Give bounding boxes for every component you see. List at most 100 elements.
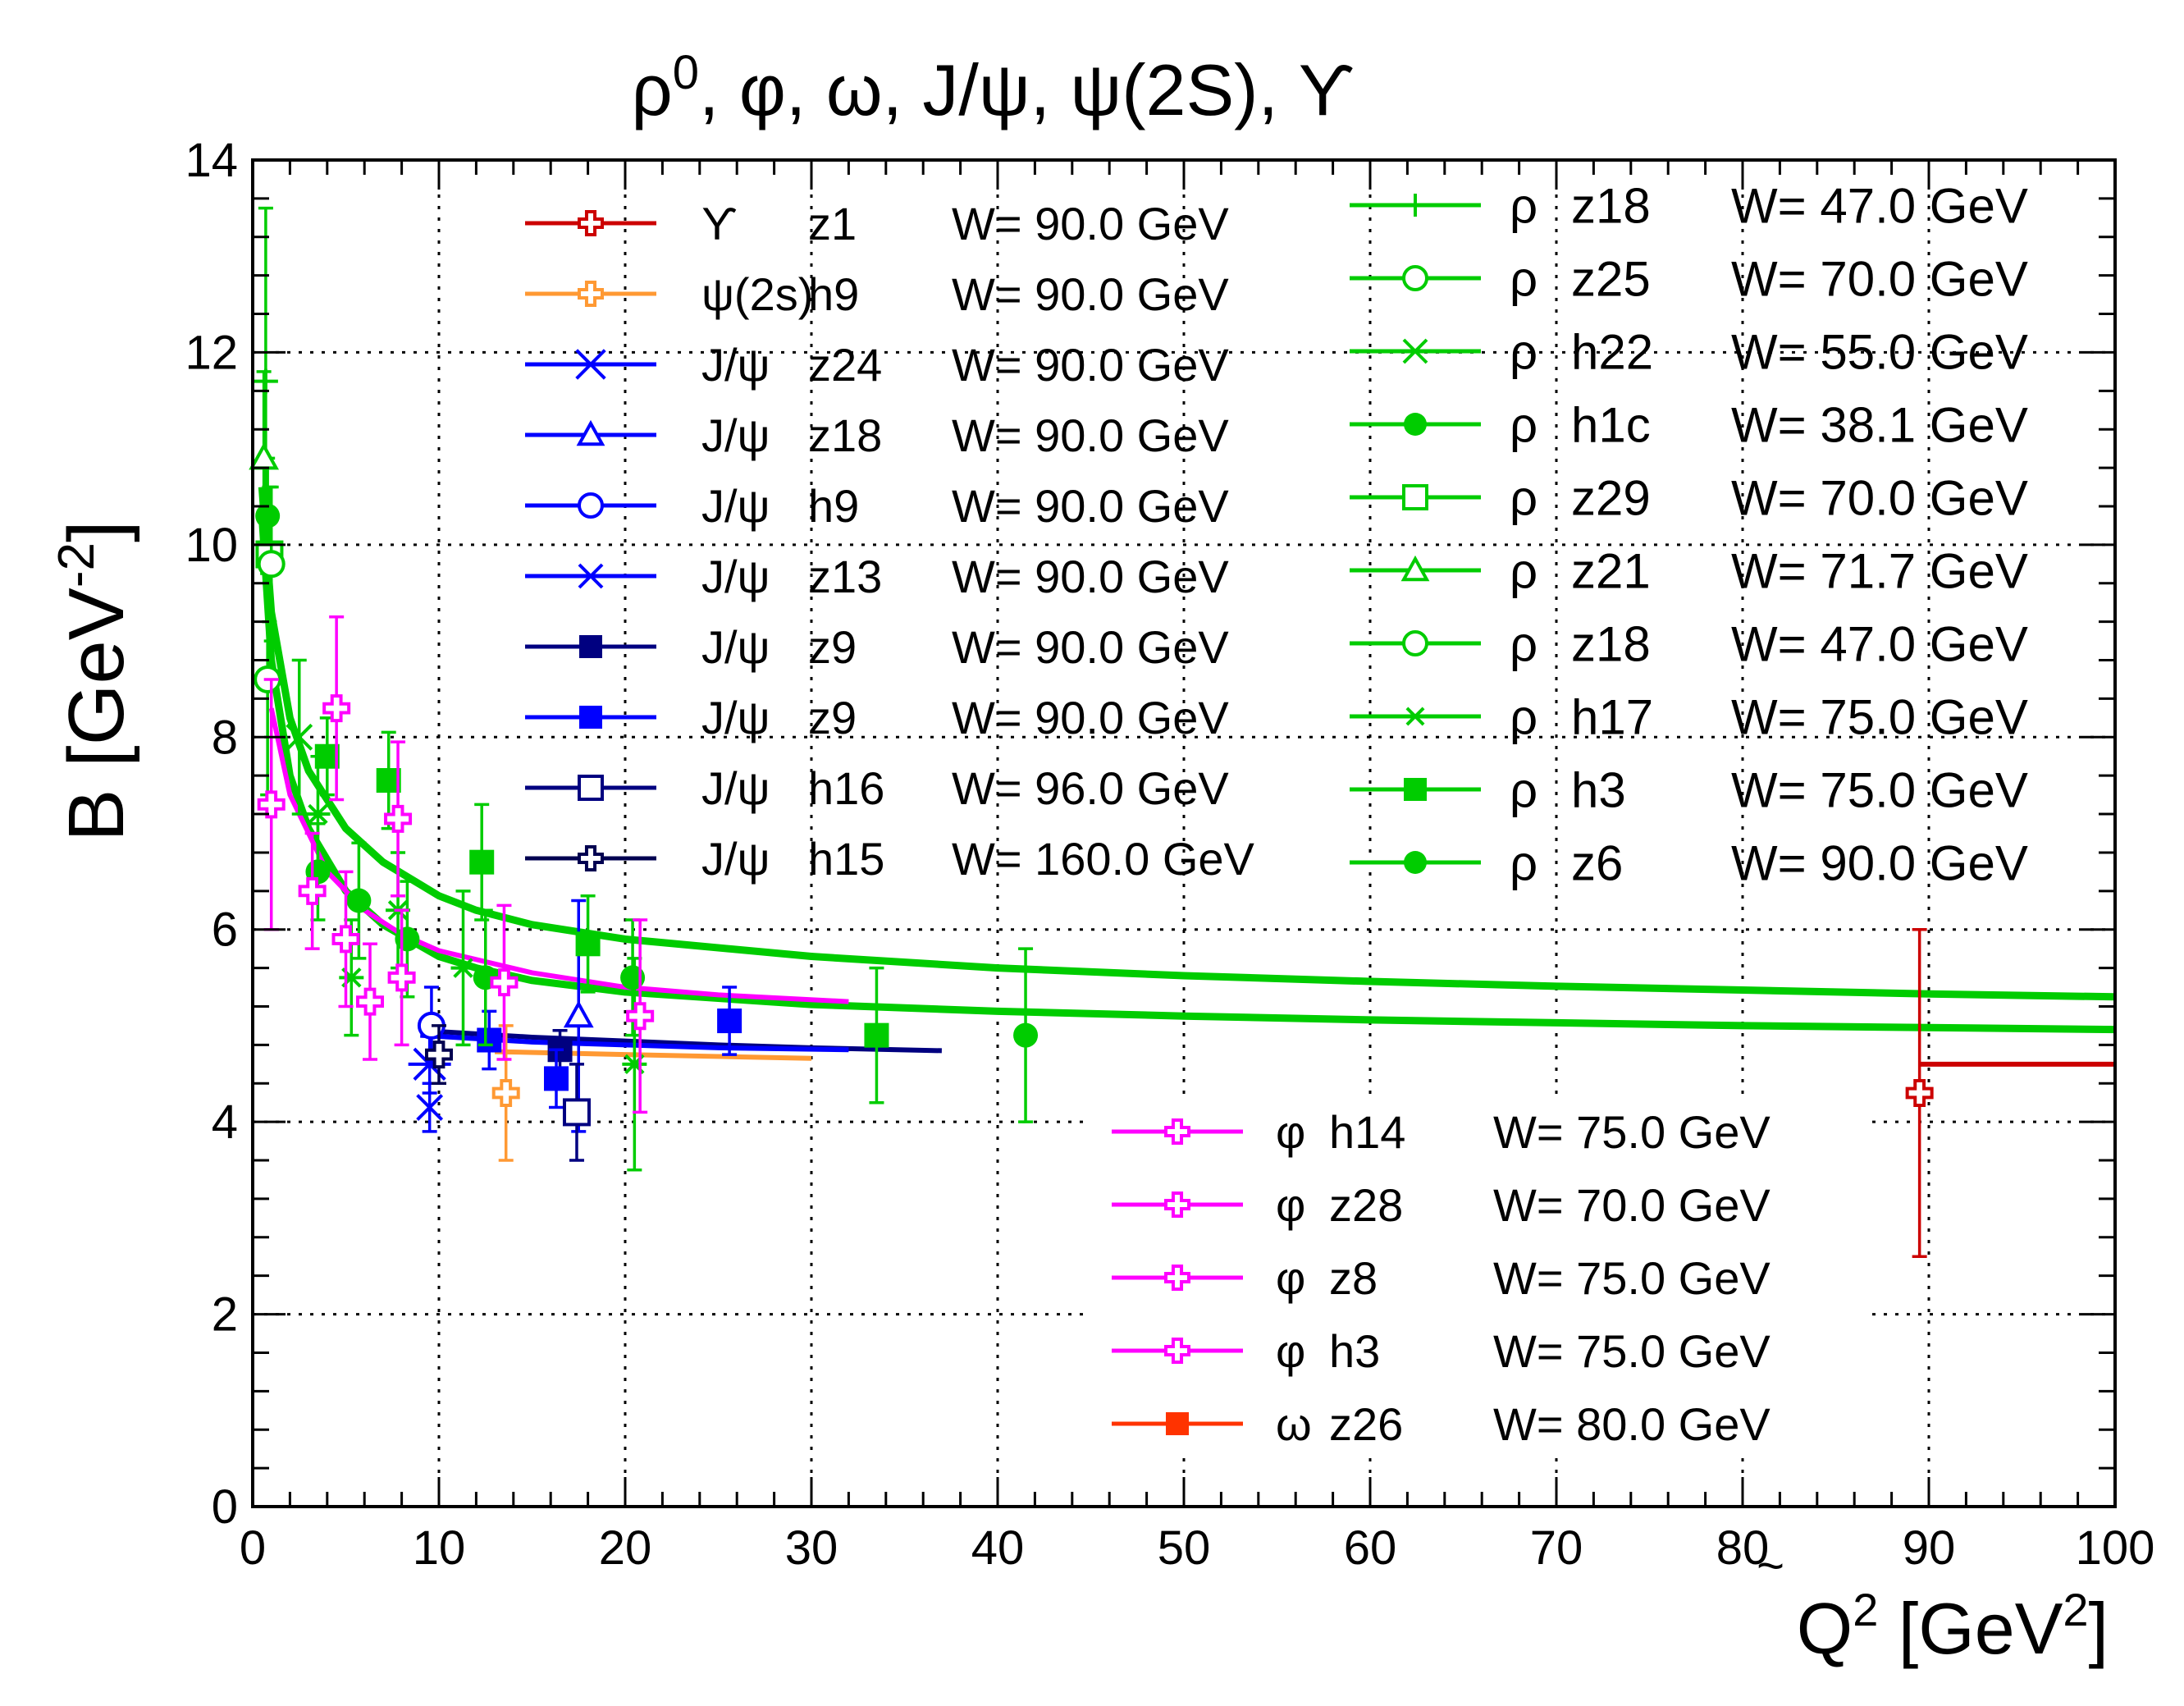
- legend-code: h15: [808, 833, 884, 885]
- legend-symbol: J/ψ: [701, 551, 770, 602]
- marker-asterisk: [305, 803, 331, 825]
- legend-entry: ρ z18 W= 47.0 GeV: [1350, 617, 2028, 672]
- marker-open-cross: [331, 925, 360, 954]
- series-j-psi-z9: [477, 986, 742, 1109]
- legend-symbol: ω: [1276, 1398, 1312, 1450]
- marker-filled-circle: [1404, 413, 1427, 436]
- legend-code: h22: [1571, 325, 1653, 380]
- marker-open-cross: [387, 963, 416, 992]
- data-point: [563, 899, 594, 1133]
- legend-code: z8: [1329, 1252, 1378, 1304]
- marker-open-cross: [356, 987, 385, 1016]
- x-tick-label: 80: [1716, 1521, 1770, 1575]
- legend-energy: W= 38.1 GeV: [1731, 398, 2028, 453]
- series-j-psi-h16: [562, 1063, 591, 1162]
- x-tick-label: 20: [599, 1521, 652, 1575]
- marker-open-circle: [257, 550, 286, 579]
- legend-right: ρ z18 W= 47.0 GeV ρ z25 W= 70.0 GeV ρ h22 W= 55.…: [1350, 179, 2028, 891]
- data-point: [1905, 927, 1934, 1258]
- legend-energy: W= 90.0 GeV: [952, 268, 1229, 320]
- marker-open-cross: [578, 845, 604, 871]
- legend-entry: ρ h1c W= 38.1 GeV: [1350, 398, 2028, 453]
- ylabel-close: ]: [53, 520, 140, 542]
- data-point: [575, 894, 601, 994]
- x-tick-label: 60: [1344, 1521, 1397, 1575]
- legend-symbol: J/ψ: [701, 409, 770, 461]
- legend-energy: W= 90.0 GeV: [952, 621, 1229, 673]
- legend-code: z18: [1571, 179, 1651, 234]
- marker-filled-circle: [255, 503, 281, 528]
- legend-entry: J/ψ h15 W= 160.0 GeV: [525, 833, 1255, 885]
- data-point: [562, 1063, 591, 1162]
- marker-asterisk: [571, 349, 610, 380]
- marker-open-cross: [1164, 1118, 1190, 1145]
- y-tick-label: 0: [212, 1480, 238, 1534]
- marker-filled-square: [579, 635, 602, 658]
- legend-entry: J/ψ h16 W= 96.0 GeV: [525, 762, 1229, 814]
- data-point: [387, 908, 416, 1047]
- legend-entry: ρ h22 W= 55.0 GeV: [1350, 325, 2028, 380]
- marker-open-cross: [491, 1078, 520, 1107]
- series-phi-z8: [387, 908, 655, 1114]
- series-phi-h3: [331, 870, 360, 1009]
- legend-symbol: ρ: [1510, 252, 1537, 307]
- legend-entry: J/ψ h9 W= 90.0 GeV: [525, 480, 1229, 532]
- legend-symbol: ϒ: [701, 198, 737, 249]
- legend-code: z25: [1571, 252, 1651, 307]
- legend-code: z13: [808, 551, 882, 602]
- legend-energy: W= 47.0 GeV: [1731, 617, 2028, 672]
- legend-code: z21: [1571, 544, 1651, 599]
- series-phi-h14: [257, 615, 351, 931]
- legend-entry: ρ h3 W= 75.0 GeV: [1350, 763, 2028, 818]
- marker-open-cross: [1164, 1265, 1190, 1291]
- legend-symbol: ρ: [1510, 617, 1537, 672]
- marker-x: [578, 563, 604, 589]
- legend-symbol: ρ: [1510, 690, 1537, 745]
- marker-open-circle: [1402, 630, 1428, 656]
- chart-title: ρ0, φ, ω, J/ψ, ψ(2S), ϒ: [632, 46, 1355, 130]
- legend-entry: ρ z21 W= 71.7 GeV: [1350, 544, 2028, 599]
- legend-symbol: ρ: [1510, 763, 1537, 818]
- data-point: [257, 485, 286, 643]
- data-points: [249, 206, 1934, 1258]
- marker-filled-square: [717, 1009, 742, 1034]
- marker-open-cross: [1164, 1338, 1190, 1364]
- series-rho-h17: [305, 754, 647, 1172]
- xlabel-unit: [GeV: [1878, 1588, 2063, 1669]
- series-rho-z18: [257, 485, 286, 643]
- legend-symbol: J/ψ: [701, 692, 770, 743]
- marker-open-square: [578, 775, 604, 801]
- legend-symbol: φ: [1276, 1106, 1305, 1158]
- marker-asterisk: [1404, 707, 1427, 726]
- data-point: [469, 803, 495, 922]
- legend-energy: W= 75.0 GeV: [1493, 1252, 1771, 1304]
- legend-symbol: ρ: [1510, 398, 1537, 453]
- legend-code: z26: [1329, 1398, 1403, 1450]
- legend-energy: W= 75.0 GeV: [1731, 763, 2028, 818]
- legend-energy: W= 80.0 GeV: [1493, 1398, 1771, 1450]
- marker-open-cross: [1164, 1191, 1190, 1218]
- legend-code: h3: [1571, 763, 1626, 818]
- marker-x: [286, 723, 313, 751]
- legend-code: z29: [1571, 471, 1651, 526]
- legend-code: z6: [1571, 836, 1623, 891]
- y-tick-label: 10: [185, 519, 238, 572]
- x-tick-label: 40: [971, 1521, 1025, 1575]
- data-point: [864, 966, 889, 1105]
- marker-open-cross: [384, 804, 413, 833]
- series-psi-2s-h9: [491, 1024, 520, 1162]
- legend-energy: W= 71.7 GeV: [1731, 544, 2028, 599]
- legend-code: h16: [808, 762, 884, 814]
- legend-energy: W= 90.0 GeV: [952, 339, 1229, 391]
- data-point: [450, 890, 476, 1047]
- x-tick-label: 50: [1158, 1521, 1211, 1575]
- legend-entry: φ h14 W= 75.0 GeV: [1112, 1106, 1771, 1158]
- legend-energy: W= 70.0 GeV: [1731, 252, 2028, 307]
- legend-energy: W= 70.0 GeV: [1493, 1179, 1771, 1231]
- legend-symbol: φ: [1276, 1325, 1305, 1377]
- y-tick-label: 2: [212, 1288, 238, 1342]
- marker-filled-square: [544, 1066, 569, 1091]
- data-point: [425, 1024, 453, 1086]
- legend-energy: W= 96.0 GeV: [952, 762, 1229, 814]
